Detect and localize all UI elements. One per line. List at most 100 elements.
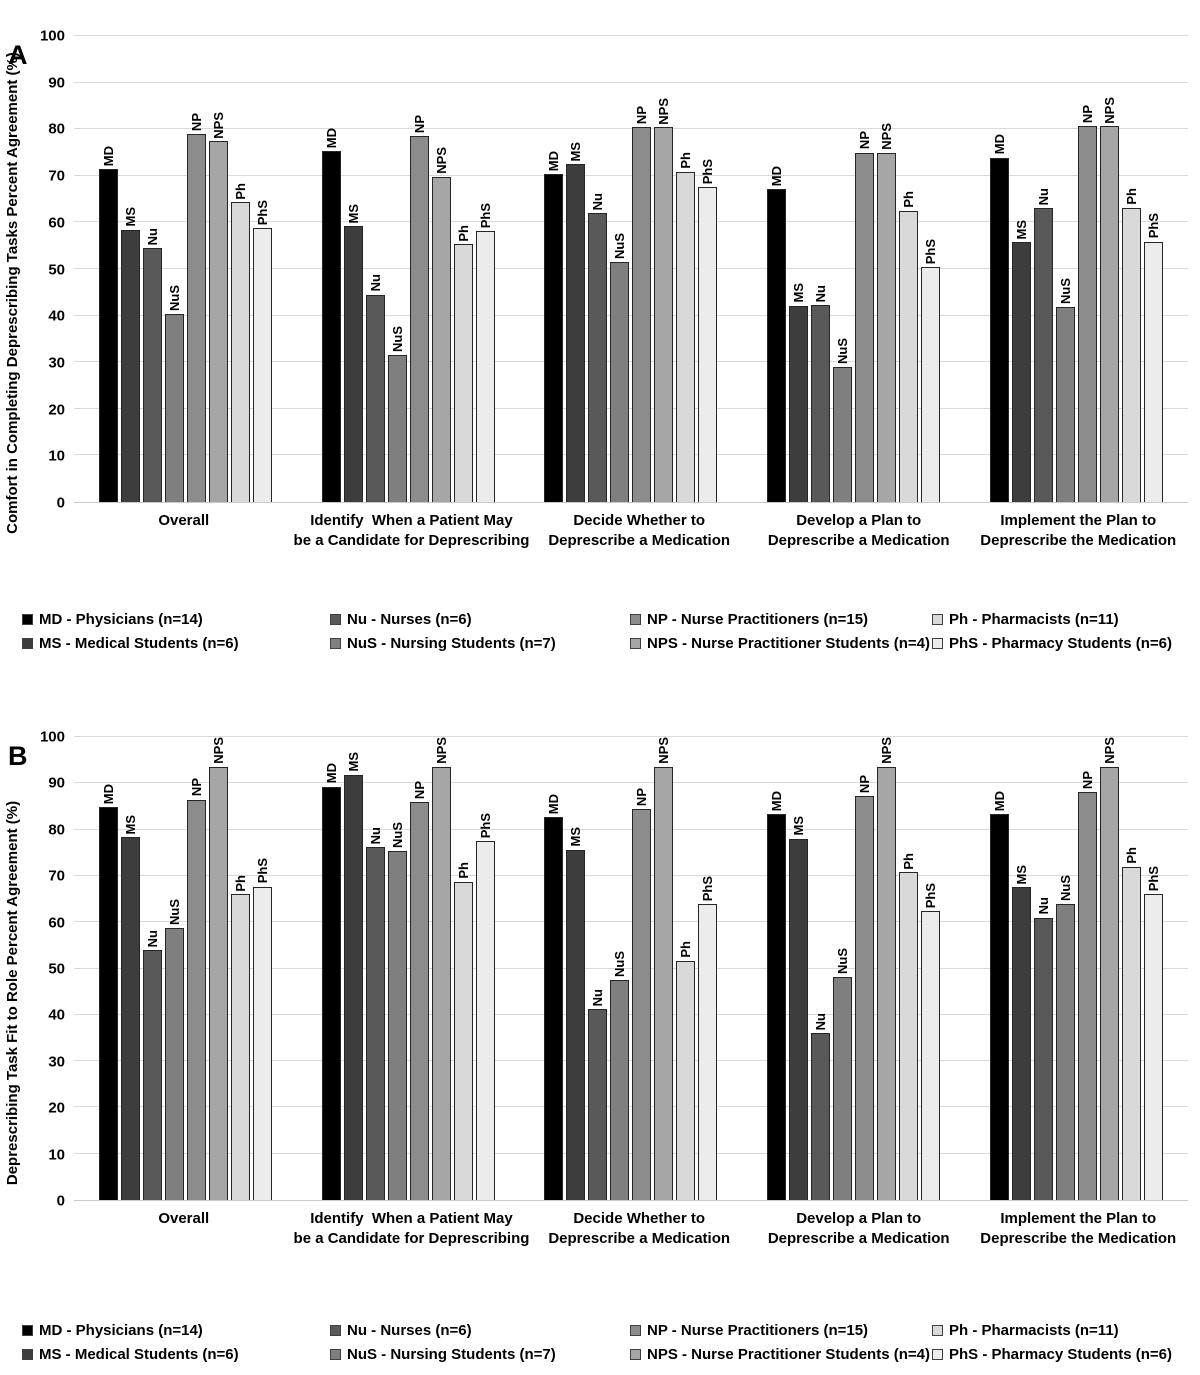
bar-wrap: PhS	[252, 737, 272, 1200]
bar-PhS	[921, 267, 941, 502]
bar-label-MS: MS	[345, 203, 361, 224]
bar-wrap: Ph	[676, 737, 696, 1200]
legend-item: Nu - Nurses (n=6)	[330, 1322, 630, 1339]
legend-item: NPS - Nurse Practitioner Students (n=4)	[630, 1346, 932, 1363]
legend-label: MD - Physicians (n=14)	[39, 611, 203, 628]
bar-label-MD: MD	[992, 791, 1008, 812]
y-tick-label: 20	[48, 1099, 65, 1117]
bar-wrap: NuS	[387, 737, 407, 1200]
bar-Nu	[365, 294, 385, 502]
x-axis-category-label: Implement the Plan to Deprescribe the Me…	[980, 512, 1177, 549]
panel-a-y-axis-title: Comfort in Completing Deprescribing Task…	[4, 52, 21, 535]
bar-label-MD: MD	[323, 763, 339, 784]
bar-group: MD MS Nu NuS NP NPS Ph PhS	[520, 36, 743, 502]
bar-label-NP: NP	[634, 788, 650, 807]
bar-Ph	[230, 894, 250, 1200]
legend-swatch-NP	[630, 614, 641, 625]
bar-wrap: NP	[855, 36, 875, 502]
bar-NPS	[877, 152, 897, 502]
bar-label-PhS: PhS	[700, 875, 716, 902]
bar-wrap: MD	[767, 36, 787, 502]
bar-wrap: MS	[343, 737, 363, 1200]
bar-label-MD: MD	[992, 134, 1008, 155]
bar-MD	[98, 169, 118, 502]
panel-b-plot-area: MD MS Nu NuS NP NPS Ph PhS MD MS Nu NuS NP NPS Ph PhS MD…	[74, 736, 1188, 1201]
legend-item: NP - Nurse Practitioners (n=15)	[630, 1322, 932, 1339]
panel-b-chart: Deprescribing Task Fit to Role Percent A…	[0, 730, 1200, 1249]
bar-wrap: Nu	[588, 737, 608, 1200]
bar-MS	[343, 774, 363, 1200]
y-tick-label: 50	[48, 960, 65, 978]
bar-label-Ph: Ph	[232, 182, 248, 200]
bar-MD	[767, 814, 787, 1200]
bar-NuS	[610, 262, 630, 502]
bar-label-PhS: PhS	[923, 238, 939, 265]
panel-a-chart: Comfort in Completing Deprescribing Task…	[0, 29, 1200, 551]
legend-column: Nu - Nurses (n=6) NuS - Nursing Students …	[330, 1322, 630, 1370]
bar-label-MS: MS	[1014, 219, 1030, 240]
legend-item: NP - Nurse Practitioners (n=15)	[630, 611, 932, 628]
legend-item: Ph - Pharmacists (n=11)	[932, 1322, 1192, 1339]
bar-PhS	[252, 886, 272, 1200]
bar-Ph	[899, 210, 919, 502]
y-tick-label: 40	[48, 307, 65, 325]
gridline	[74, 1060, 1188, 1062]
bar-label-MS: MS	[791, 283, 807, 303]
gridline	[74, 361, 1188, 363]
bar-NuS	[164, 313, 184, 502]
legend-item: NuS - Nursing Students (n=7)	[330, 1346, 630, 1363]
bar-wrap: MS	[1012, 36, 1032, 502]
bar-NuS	[164, 927, 184, 1200]
bar-NPS	[877, 766, 897, 1200]
bar-label-MS: MS	[568, 827, 584, 847]
bar-label-NP: NP	[411, 115, 427, 134]
bar-label-MS: MS	[791, 816, 807, 836]
bar-NPS	[654, 127, 674, 502]
bar-label-MD: MD	[769, 791, 785, 812]
bar-groups: MD MS Nu NuS NP NPS Ph PhS MD MS Nu NuS NP NPS Ph PhS MD…	[74, 36, 1188, 502]
bar-MS	[789, 838, 809, 1200]
bar-label-NP: NP	[857, 131, 873, 150]
bar-MS	[566, 849, 586, 1200]
bar-wrap: MD	[544, 36, 564, 502]
bar-PhS	[252, 228, 272, 502]
bar-PhS	[475, 841, 495, 1200]
y-tick-label: 90	[48, 74, 65, 92]
x-axis-category-label: Decide Whether to Deprescribe a Medicati…	[548, 1210, 731, 1247]
bar-group: MD MS Nu NuS NP NPS Ph PhS	[742, 737, 965, 1200]
bar-label-Nu: Nu	[367, 826, 383, 845]
panel-a-legend: MD - Physicians (n=14) MS - Medical Stude…	[22, 611, 1192, 659]
bar-label-Nu: Nu	[590, 192, 606, 211]
x-axis-category-label: Overall	[158, 1210, 210, 1227]
bar-label-Ph: Ph	[678, 151, 694, 169]
bar-wrap: NPS	[1100, 36, 1120, 502]
bar-MS	[789, 305, 809, 502]
legend-column: Ph - Pharmacists (n=11) PhS - Pharmacy St…	[932, 1322, 1192, 1370]
legend-item: MD - Physicians (n=14)	[22, 1322, 330, 1339]
x-axis-category-label: Overall	[158, 512, 210, 529]
legend-label: PhS - Pharmacy Students (n=6)	[949, 635, 1172, 652]
bar-Nu	[1034, 208, 1054, 502]
bar-label-Nu: Nu	[813, 1012, 829, 1031]
y-tick-label: 100	[39, 27, 65, 45]
panel-b: B Deprescribing Task Fit to Role Percent…	[0, 730, 1200, 1375]
panel-a-y-axis: Comfort in Completing Deprescribing Task…	[0, 36, 32, 551]
x-axis-category-label: Develop a Plan to Deprescribe a Medicati…	[767, 1210, 950, 1247]
y-tick-label: 80	[48, 821, 65, 839]
bar-wrap: MS	[120, 36, 140, 502]
gridline	[74, 782, 1188, 784]
bar-wrap: NPS	[877, 36, 897, 502]
bar-MD	[544, 817, 564, 1200]
y-tick-label: 10	[48, 1146, 65, 1164]
bar-PhS	[1144, 894, 1164, 1200]
bar-Ph	[676, 960, 696, 1200]
bar-wrap: Nu	[142, 737, 162, 1200]
gridline	[74, 1013, 1188, 1015]
bar-wrap: PhS	[698, 36, 718, 502]
bar-label-NP: NP	[411, 780, 427, 799]
x-axis-category-label: Implement the Plan to Deprescribe the Me…	[980, 1210, 1177, 1247]
panel-a-y-tick-labels: 0 10 20 30 40 50 60 70 80 90 100	[32, 29, 74, 511]
bar-group: MD MS Nu NuS NP NPS Ph PhS	[74, 737, 297, 1200]
bar-label-PhS: PhS	[923, 882, 939, 909]
bar-group: MD MS Nu NuS NP NPS Ph PhS	[742, 36, 965, 502]
